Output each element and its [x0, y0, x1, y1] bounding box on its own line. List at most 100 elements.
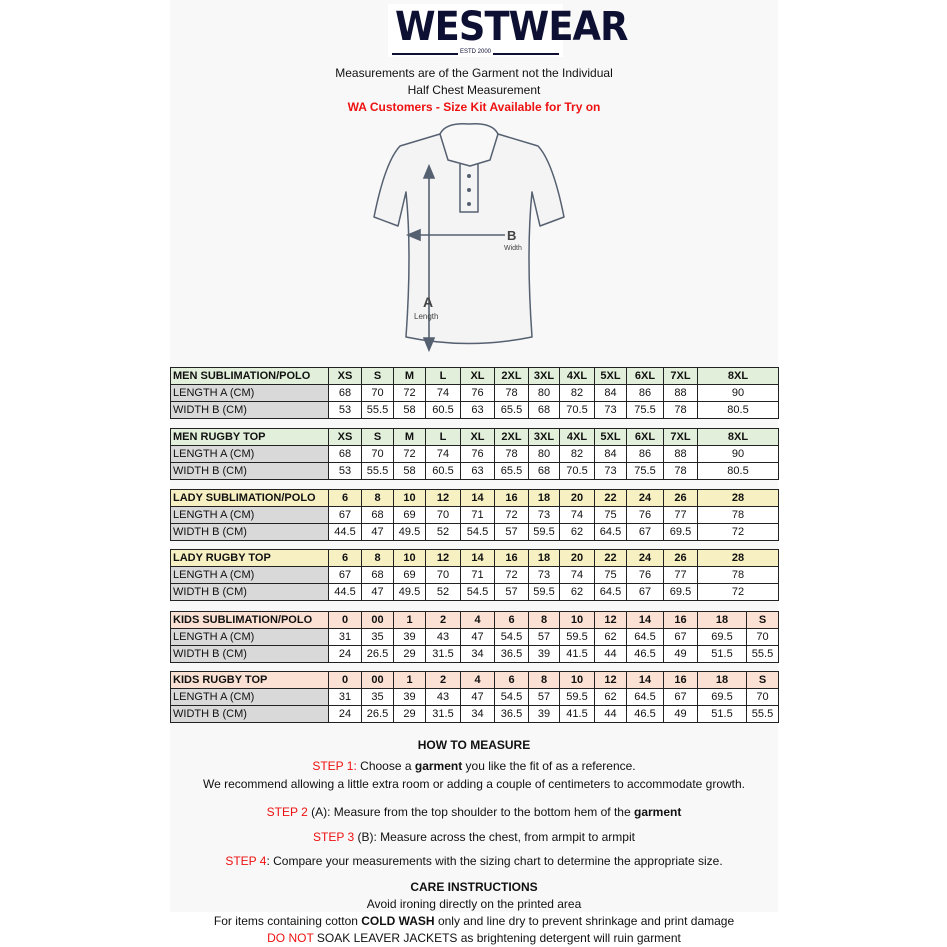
size-header-cell: 6XL: [626, 428, 664, 446]
table-row: WIDTH B (CM) 24 26.5 29 31.5 34 36.5 39 41.5 44 46…: [170, 645, 779, 663]
row-label: LENGTH A (CM): [170, 628, 329, 646]
size-table-kids: KIDS SUBLIMATION/POLO 0 00 1 2 4 6 8 10 12 14 16 18 S…: [170, 611, 779, 663]
measurement-cell: 39: [393, 628, 426, 646]
care-title: CARE INSTRUCTIONS: [410, 880, 538, 894]
measurement-cell: 70.5: [559, 401, 595, 419]
table-row: LENGTH A (CM) 68 70 72 74 76 78 80 82 84 86 88 90: [170, 384, 779, 402]
size-header-cell: 3XL: [528, 367, 560, 385]
measurement-cell: 54.5: [494, 628, 529, 646]
size-header-cell: 10: [393, 549, 426, 567]
measurement-cell: 67: [626, 523, 664, 541]
measurement-cell: 44.5: [328, 583, 362, 601]
size-header-cell: S: [361, 428, 394, 446]
measurement-cell: 57: [494, 583, 529, 601]
measurement-cell: 71: [460, 506, 495, 524]
table-header-row: LADY SUBLIMATION/POLO 6 8 10 12 14 16 18 20 22 24 2…: [170, 489, 779, 507]
measurement-cell: 44: [594, 645, 627, 663]
table-header-row: MEN SUBLIMATION/POLO XS S M L XL 2XL 3XL 4XL 5XL 6…: [170, 367, 779, 385]
size-table-men: MEN SUBLIMATION/POLO XS S M L XL 2XL 3XL 4XL 5XL 6…: [170, 367, 779, 419]
size-table-lady: LADY SUBLIMATION/POLO 6 8 10 12 14 16 18 20 22 24 2…: [170, 489, 779, 541]
measurement-cell: 54.5: [494, 688, 529, 706]
measurement-cell: 39: [393, 688, 426, 706]
measurement-cell: 73: [528, 506, 560, 524]
measurement-cell: 62: [559, 583, 595, 601]
size-header-cell: 6XL: [626, 367, 664, 385]
measurement-cell: 57: [494, 523, 529, 541]
measurement-cell: 31: [328, 628, 362, 646]
row-label: WIDTH B (CM): [170, 523, 329, 541]
measurement-cell: 86: [626, 445, 664, 463]
measurement-cell: 31.5: [425, 705, 461, 723]
measurement-cell: 90: [697, 445, 779, 463]
measurement-cell: 63: [460, 401, 495, 419]
measurement-cell: 53: [328, 462, 362, 480]
size-header-cell: 8XL: [697, 428, 779, 446]
measurement-cell: 62: [594, 688, 627, 706]
measurement-cell: 68: [328, 445, 362, 463]
row-label: LENGTH A (CM): [170, 506, 329, 524]
size-header-cell: 12: [425, 549, 461, 567]
care-line-2-bold: COLD WASH: [361, 914, 435, 928]
measurement-cell: 64.5: [594, 523, 627, 541]
measurement-cell: 78: [494, 384, 529, 402]
size-header-cell: 1: [393, 671, 426, 689]
step-1: STEP 1: Choose a garment you like the fi…: [170, 759, 778, 774]
measurement-cell: 78: [697, 506, 779, 524]
size-header-cell: 20: [559, 549, 595, 567]
size-header-cell: XL: [460, 367, 495, 385]
size-header-cell: 0: [328, 611, 362, 629]
size-header-cell: 14: [460, 549, 495, 567]
row-label: WIDTH B (CM): [170, 462, 329, 480]
measurement-cell: 88: [663, 445, 698, 463]
table-row: LENGTH A (CM) 31 35 39 43 47 54.5 57 59.5 62 64.5 6…: [170, 688, 779, 706]
table-row: WIDTH B (CM) 44.5 47 49.5 52 54.5 57 59.5 62 64.5…: [170, 583, 779, 601]
measurement-cell: 75: [594, 566, 627, 584]
care-line-3-text: SOAK LEAVER JACKETS as brightening deter…: [313, 931, 681, 945]
size-header-cell: M: [393, 367, 426, 385]
step-2-bold: garment: [633, 805, 682, 819]
size-header-cell: 8: [361, 489, 394, 507]
measurement-cell: 26.5: [361, 705, 394, 723]
measurement-cell: 55.5: [361, 462, 394, 480]
measurement-cell: 77: [663, 506, 698, 524]
table-header-row: LADY RUGBY TOP 6 8 10 12 14 16 18 20 22 24 26 28: [170, 549, 779, 567]
table-title: MEN RUGBY TOP: [170, 428, 329, 446]
size-header-cell: 20: [559, 489, 595, 507]
measurement-cell: 47: [361, 523, 394, 541]
size-header-cell: 3XL: [528, 428, 560, 446]
measurement-cell: 24: [328, 705, 362, 723]
size-header-cell: 6: [328, 489, 362, 507]
how-to-measure-title: HOW TO MEASURE: [417, 738, 531, 752]
size-header-cell: 12: [425, 489, 461, 507]
measurement-cell: 52: [425, 583, 461, 601]
size-header-cell: XS: [328, 367, 362, 385]
measurement-cell: 54.5: [460, 523, 495, 541]
measurement-cell: 55.5: [746, 645, 779, 663]
step-3-text: (B): Measure across the chest, from armp…: [354, 830, 635, 844]
size-header-cell: 4: [460, 671, 495, 689]
measurement-cell: 74: [559, 506, 595, 524]
measurement-cell: 47: [460, 628, 495, 646]
size-header-cell: 24: [626, 549, 664, 567]
table-row: WIDTH B (CM) 53 55.5 58 60.5 63 65.5 68 70.5 73 75…: [170, 462, 779, 480]
measurement-cell: 58: [393, 401, 426, 419]
size-header-cell: 7XL: [663, 367, 698, 385]
measurement-cell: 86: [626, 384, 664, 402]
button-icon: [467, 188, 471, 192]
measurement-cell: 46.5: [626, 705, 664, 723]
size-header-cell: 14: [626, 611, 664, 629]
length-caption: Length: [414, 312, 438, 321]
measurement-cell: 65.5: [494, 401, 529, 419]
measurement-cell: 57: [528, 628, 560, 646]
measurement-cell: 76: [626, 506, 664, 524]
measurement-cell: 68: [528, 401, 560, 419]
size-header-cell: 26: [663, 489, 698, 507]
measurement-cell: 75.5: [626, 462, 664, 480]
measurement-cell: 67: [328, 506, 362, 524]
care-line-1: Avoid ironing directly on the printed ar…: [366, 897, 582, 911]
measurement-cell: 80.5: [697, 462, 779, 480]
collar-outline: [439, 122, 499, 167]
measurement-cell: 44.5: [328, 523, 362, 541]
measurement-cell: 43: [425, 688, 461, 706]
size-header-cell: 10: [559, 671, 595, 689]
